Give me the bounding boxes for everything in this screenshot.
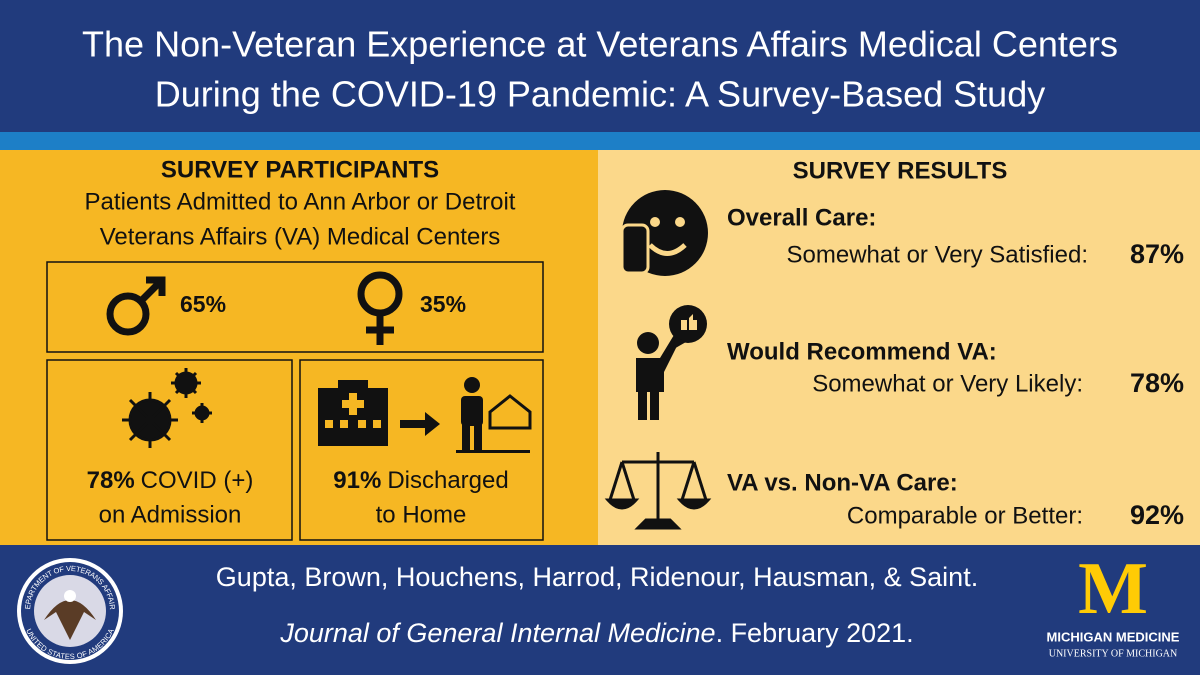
- covid-stat: 78% COVID (+): [87, 467, 254, 494]
- result-detail: Somewhat or Very Likely:: [812, 370, 1083, 397]
- logo-sub: UNIVERSITY OF MICHIGAN: [1049, 648, 1178, 659]
- covid-text: on Admission: [99, 501, 242, 528]
- result-detail: Comparable or Better:: [847, 502, 1083, 529]
- logo-letter: M: [1078, 548, 1148, 630]
- recommend-icon: [636, 305, 707, 420]
- gender-box: [46, 261, 544, 353]
- title: The Non-Veteran Experience at Veterans A…: [82, 24, 1118, 65]
- result-value: 78%: [1130, 368, 1184, 398]
- date: . February 2021.: [716, 618, 914, 648]
- boxes: [46, 261, 544, 541]
- covid-value: 78%: [87, 467, 135, 494]
- female-share: 35%: [420, 291, 466, 317]
- scales-icon: [604, 452, 712, 530]
- discharge-text: to Home: [376, 501, 467, 528]
- participants-subtitle: Veterans Affairs (VA) Medical Centers: [100, 223, 501, 250]
- covid-text: COVID (+): [141, 467, 254, 494]
- participants-heading: SURVEY PARTICIPANTS: [161, 156, 439, 183]
- discharge-text: Discharged: [387, 467, 508, 494]
- authors: Gupta, Brown, Houchens, Harrod, Ridenour…: [216, 562, 978, 592]
- male-icon: [106, 276, 166, 336]
- citation: Journal of General Internal Medicine. Fe…: [279, 618, 913, 648]
- accent-strip: [0, 132, 1200, 150]
- result-value: 87%: [1130, 239, 1184, 269]
- male-share: 65%: [180, 291, 226, 317]
- result-label: Overall Care:: [727, 204, 876, 231]
- result-value: 92%: [1130, 500, 1184, 530]
- footer-band: [0, 545, 1200, 675]
- journal: Journal of General Internal Medicine: [279, 618, 715, 648]
- participants-panel: [0, 150, 598, 545]
- virus-icon: [122, 368, 212, 448]
- satisfied-icon: [620, 190, 708, 276]
- discharge-icon: [318, 377, 532, 453]
- header-band: [0, 0, 1200, 132]
- results-heading: SURVEY RESULTS: [793, 157, 1008, 184]
- participants-subtitle: Patients Admitted to Ann Arbor or Detroi…: [85, 188, 516, 215]
- covid-box: [46, 359, 293, 541]
- female-icon: [357, 271, 403, 345]
- title: During the COVID-19 Pandemic: A Survey-B…: [155, 74, 1045, 115]
- discharge-stat: 91% Discharged: [333, 467, 508, 494]
- discharge-value: 91%: [333, 467, 381, 494]
- logo-name: MICHIGAN MEDICINE: [1047, 629, 1180, 644]
- result-detail: Somewhat or Very Satisfied:: [787, 241, 1088, 268]
- result-label: VA vs. Non-VA Care:: [727, 469, 958, 496]
- result-label: Would Recommend VA:: [727, 338, 997, 365]
- discharge-box: [299, 359, 544, 541]
